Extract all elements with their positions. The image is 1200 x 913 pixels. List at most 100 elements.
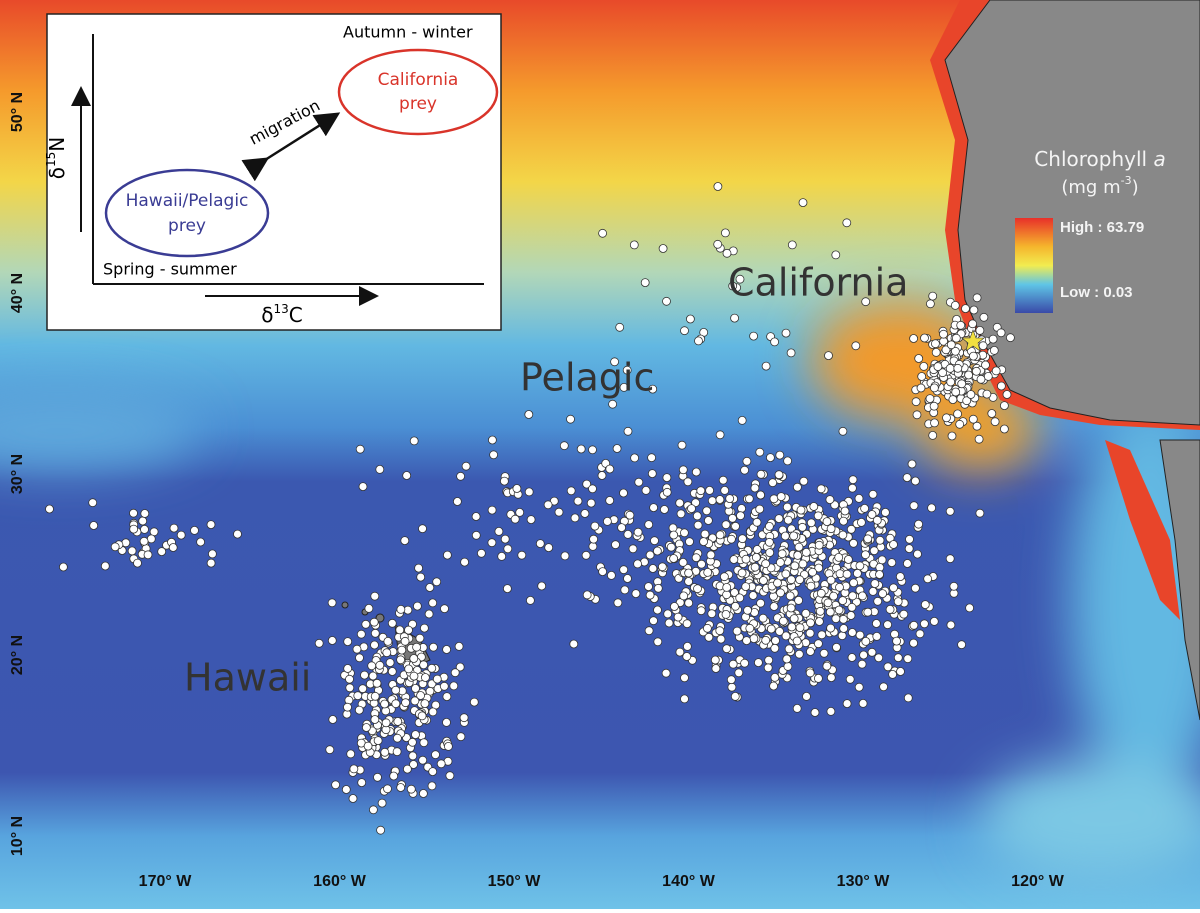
sighting-dot <box>872 515 882 525</box>
sighting-dot <box>842 218 852 228</box>
sighting-dot <box>806 647 815 656</box>
sighting-dot <box>699 537 708 546</box>
sighting-dot <box>802 692 811 701</box>
sighting-dot <box>790 561 800 571</box>
sighting-dot <box>909 334 918 343</box>
sighting-dot <box>728 281 738 291</box>
sighting-dot <box>826 524 836 534</box>
sighting-dot <box>819 648 829 658</box>
sighting-dot <box>382 648 392 658</box>
sighting-dot <box>680 326 689 336</box>
sighting-dot <box>785 591 795 601</box>
legend-title-text: Chlorophyll <box>1034 147 1153 171</box>
sighting-dot <box>487 435 497 445</box>
sighting-dot <box>860 503 869 513</box>
sighting-dot <box>780 531 790 541</box>
inset-label: prey <box>168 216 206 236</box>
sighting-dot <box>615 322 625 332</box>
sighting-dot <box>471 530 481 540</box>
sighting-dot <box>450 668 460 678</box>
sighting-dot <box>436 759 446 769</box>
sighting-dot <box>775 450 785 460</box>
sighting-dot <box>389 771 399 781</box>
sighting-dot <box>442 645 452 654</box>
star <box>961 329 985 352</box>
longitude-label: 150° W <box>488 873 542 890</box>
sighting-dot <box>353 691 363 701</box>
sighting-dot <box>327 636 337 645</box>
sighting-dot <box>409 760 418 769</box>
sighting-dot <box>741 582 751 591</box>
sighting-dot <box>612 444 622 453</box>
sighting-dot <box>510 514 520 524</box>
sighting-dot <box>721 228 730 238</box>
sighting-dot <box>428 598 438 608</box>
sighting-dot <box>781 328 791 338</box>
sighting-dot <box>857 518 866 527</box>
sighting-dot <box>658 244 668 253</box>
sighting-dot <box>127 546 137 556</box>
sighting-dot <box>461 461 471 471</box>
sighting-dot <box>734 668 744 678</box>
mexico <box>1159 439 1200 721</box>
sighting-dot <box>620 585 630 595</box>
sighting-dot <box>826 623 835 633</box>
longitude-label: 120° W <box>1011 873 1065 890</box>
sighting-dot <box>848 475 858 485</box>
sighting-dot <box>962 396 972 406</box>
sighting-dot <box>704 632 714 642</box>
latitude-label: 20° N <box>9 635 26 675</box>
sighting-dot <box>911 476 920 486</box>
sighting-dot <box>769 681 778 691</box>
sighting-dot <box>206 520 216 529</box>
sighting-dot <box>951 346 960 356</box>
california-ellipse <box>337 48 499 136</box>
sighting-dot <box>913 549 922 559</box>
sighting-dot <box>653 546 662 556</box>
sighting-dot <box>693 520 703 530</box>
sighting-dot <box>682 652 692 661</box>
sighting-dot <box>396 783 406 792</box>
sighting-dot <box>771 636 780 645</box>
sighting-dot <box>597 471 607 480</box>
sighting-dot <box>904 544 914 553</box>
sighting-dot <box>100 561 110 571</box>
sighting-dot <box>720 485 730 495</box>
sighting-dot <box>427 781 437 791</box>
sighting-dot <box>946 377 956 387</box>
sighting-dot <box>879 682 888 692</box>
sighting-dot <box>854 682 864 692</box>
sighting-dot <box>806 518 816 528</box>
sighting-dot <box>644 520 654 529</box>
sighting-dot <box>682 619 692 629</box>
sighting-dot <box>965 603 974 613</box>
sighting-dot <box>454 642 464 651</box>
sighting-dot <box>730 313 739 323</box>
sighting-dot <box>703 568 713 577</box>
sighting-dot <box>526 515 536 524</box>
sighting-dot <box>146 534 156 544</box>
sighting-dot <box>848 591 857 601</box>
sighting-dot <box>703 623 712 633</box>
sighting-dot <box>907 459 917 469</box>
legend-title-italic: a <box>1153 147 1165 171</box>
sighting-dot <box>945 554 955 564</box>
sighting-dot <box>409 654 419 663</box>
sighting-dot <box>885 605 895 614</box>
sighting-dot <box>680 673 689 683</box>
sighting-dot <box>931 339 940 349</box>
sighting-dot <box>737 568 747 578</box>
sighting-dot <box>710 655 720 665</box>
element: N <box>45 137 69 152</box>
sighting-dot <box>554 507 564 517</box>
sighting-dot <box>855 561 865 571</box>
sighting-dot <box>392 733 402 743</box>
sighting-dot <box>845 674 855 684</box>
sighting-dot <box>972 293 982 303</box>
sighting-dot <box>941 345 951 355</box>
sighting-dot <box>816 588 826 598</box>
sighting-dot <box>418 524 427 534</box>
sighting-dot <box>883 662 893 672</box>
sighting-dot <box>428 707 438 717</box>
inset-x-label: δ13C <box>261 302 303 327</box>
